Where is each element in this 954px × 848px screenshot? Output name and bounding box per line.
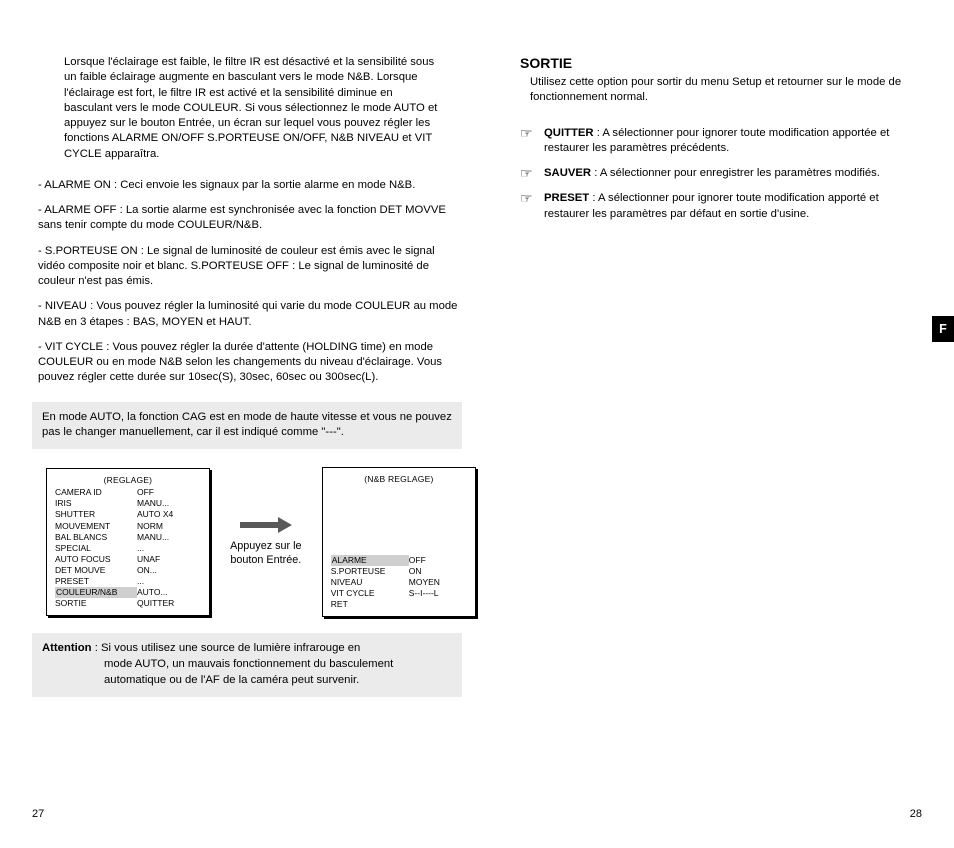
menu-row-label: SORTIE — [55, 598, 137, 609]
bullet-list: - ALARME ON : Ceci envoie les signaux pa… — [32, 178, 470, 386]
menu-row: PRESET... — [55, 576, 201, 587]
page-number-left: 27 — [32, 808, 44, 820]
intro-paragraph: Lorsque l'éclairage est faible, le filtr… — [64, 55, 444, 162]
menu-row-value: AUTO... — [137, 587, 168, 598]
menu-row-label: COULEUR/N&B — [55, 587, 137, 598]
attention-text-first: : Si vous utilisez une source de lumière… — [92, 642, 361, 654]
menu-row: CAMERA IDOFF — [55, 487, 201, 498]
menu-row-label: ALARME — [331, 555, 409, 566]
bullet-item: - ALARME ON : Ceci envoie les signaux pa… — [38, 178, 458, 193]
menu-reglage: (REGLAGE) CAMERA IDOFFIRISMANU...SHUTTER… — [46, 468, 210, 616]
menu-nb-reglage: (N&B REGLAGE) ALARMEOFFS.PORTEUSEONNIVEA… — [322, 467, 476, 617]
menu-row: SPECIAL... — [55, 543, 201, 554]
menu-row-label: DET MOUVE — [55, 565, 137, 576]
menu-row: IRISMANU... — [55, 498, 201, 509]
menu-row-label: SHUTTER — [55, 509, 137, 520]
option-text: : A sélectionner pour ignorer toute modi… — [544, 127, 889, 154]
left-page: Lorsque l'éclairage est faible, le filtr… — [32, 0, 470, 848]
menu-row-value: UNAF — [137, 554, 160, 565]
menu-row-label: MOUVEMENT — [55, 521, 137, 532]
note-box: En mode AUTO, la fonction CAG est en mod… — [32, 402, 462, 450]
menu-row-label: RET — [331, 599, 409, 610]
menu-row: NIVEAUMOYEN — [331, 577, 467, 588]
option-quitter: ☞ QUITTER : A sélectionner pour ignorer … — [520, 126, 915, 157]
menu-row-label: PRESET — [55, 576, 137, 587]
menu-row-value: QUITTER — [137, 598, 174, 609]
option-preset: ☞ PRESET : A sélectionner pour ignorer t… — [520, 191, 915, 222]
bullet-item: - ALARME OFF : La sortie alarme est sync… — [38, 203, 458, 234]
right-page: SORTIE Utilisez cette option pour sortir… — [520, 0, 922, 848]
menu-row-value: MOYEN — [409, 577, 440, 588]
attention-label: Attention — [42, 642, 92, 654]
menu-row-label: VIT CYCLE — [331, 588, 409, 599]
menu-row-value: MANU... — [137, 532, 169, 543]
menu-row-value: S--I----L — [409, 588, 439, 599]
menu-row-value: NORM — [137, 521, 163, 532]
pointing-hand-icon: ☞ — [520, 191, 538, 205]
menu-row-label: IRIS — [55, 498, 137, 509]
menu-row: MOUVEMENTNORM — [55, 521, 201, 532]
menu-row-label: NIVEAU — [331, 577, 409, 588]
arrow-group: Appuyez sur le bouton Entrée. — [218, 517, 314, 567]
menu-title: (REGLAGE) — [55, 475, 201, 485]
option-list: ☞ QUITTER : A sélectionner pour ignorer … — [520, 126, 922, 222]
menu-row: AUTO FOCUSUNAF — [55, 554, 201, 565]
menu-row-label: AUTO FOCUS — [55, 554, 137, 565]
menu-row: COULEUR/N&BAUTO... — [55, 587, 201, 598]
menu-row-value: ON... — [137, 565, 157, 576]
arrow-caption: Appuyez sur le bouton Entrée. — [218, 539, 314, 567]
pointing-hand-icon: ☞ — [520, 126, 538, 140]
menu-row-value: MANU... — [137, 498, 169, 509]
pointing-hand-icon: ☞ — [520, 166, 538, 180]
attention-text-rest: mode AUTO, un mauvais fonctionnement du … — [42, 657, 452, 689]
language-tab: F — [932, 316, 954, 342]
menu-row-value: ... — [137, 543, 144, 554]
bullet-item: - NIVEAU : Vous pouvez régler la luminos… — [38, 299, 458, 330]
page-number-right: 28 — [910, 808, 922, 820]
menu-row-value: ... — [137, 576, 144, 587]
menu-row: S.PORTEUSEON — [331, 566, 467, 577]
menu-row: RET — [331, 599, 467, 610]
menu-row-label: CAMERA ID — [55, 487, 137, 498]
menu-row: SORTIEQUITTER — [55, 598, 201, 609]
menu-row-value: ON — [409, 566, 422, 577]
menu-diagram: (REGLAGE) CAMERA IDOFFIRISMANU...SHUTTER… — [46, 467, 476, 617]
bullet-item: - VIT CYCLE : Vous pouvez régler la duré… — [38, 340, 458, 386]
menu-title: (N&B REGLAGE) — [331, 474, 467, 484]
menu-row-label: BAL BLANCS — [55, 532, 137, 543]
section-body: Utilisez cette option pour sortir du men… — [530, 75, 910, 106]
menu-row-label: SPECIAL — [55, 543, 137, 554]
menu-row: ALARMEOFF — [331, 555, 467, 566]
menu-row: VIT CYCLES--I----L — [331, 588, 467, 599]
option-label: QUITTER — [544, 127, 594, 139]
menu-row-value: AUTO X4 — [137, 509, 173, 520]
option-sauver: ☞ SAUVER : A sélectionner pour enregistr… — [520, 166, 915, 181]
option-label: PRESET — [544, 192, 589, 204]
attention-box: Attention : Si vous utilisez une source … — [32, 633, 462, 696]
menu-row-label: S.PORTEUSE — [331, 566, 409, 577]
arrow-right-icon — [240, 517, 292, 533]
section-title: SORTIE — [520, 55, 922, 71]
option-label: SAUVER — [544, 167, 591, 179]
option-text: : A sélectionner pour ignorer toute modi… — [544, 192, 879, 219]
bullet-item: - S.PORTEUSE ON : Le signal de luminosit… — [38, 244, 458, 290]
menu-row: BAL BLANCSMANU... — [55, 532, 201, 543]
menu-row-value: OFF — [137, 487, 154, 498]
menu-row-value: OFF — [409, 555, 426, 566]
menu-row: DET MOUVEON... — [55, 565, 201, 576]
option-text: : A sélectionner pour enregistrer les pa… — [591, 167, 880, 179]
menu-row: SHUTTERAUTO X4 — [55, 509, 201, 520]
